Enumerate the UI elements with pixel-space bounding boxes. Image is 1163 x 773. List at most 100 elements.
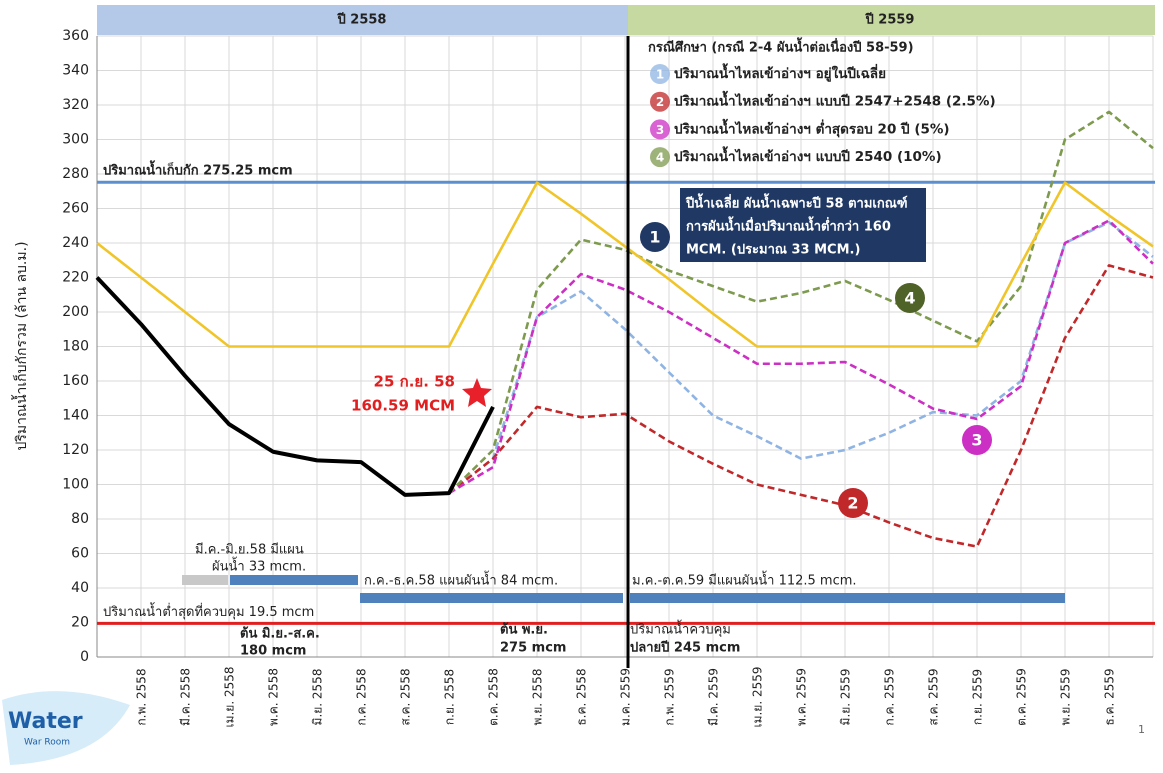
annotation: ม.ค.-ต.ค.59 มีแผนผันน้ำ 112.5 mcm. [632, 571, 857, 589]
y-axis-label: ปริมาณน้ำเก็บกักรวม (ล้าน ลบ.ม.) [11, 241, 30, 450]
grid: 0 20 40 60 80 100 120 140 160 180 200 220 240 260 280 3… [62, 28, 1154, 728]
note-text: MCM. (ประมาณ 33 MCM.) [686, 243, 860, 258]
y-tick-label: 340 [62, 63, 89, 79]
legend-marker-label: 2 [656, 95, 664, 109]
series-line [448, 219, 1154, 495]
y-tick-label: 60 [71, 546, 89, 562]
star [462, 378, 492, 407]
logo-shape [2, 691, 130, 765]
plan-bar [630, 593, 1065, 603]
case-marker-label: 2 [847, 494, 858, 513]
y-tick-label: 100 [62, 477, 89, 493]
x-tick-label: พ.ย. 2559 [1059, 669, 1073, 726]
x-tick-label: ก.ย. 2559 [971, 669, 985, 725]
legend-marker [650, 91, 670, 112]
reference-label: ปริมาณน้ำต่ำสุดที่ควบคุม 19.5 mcm [103, 602, 314, 620]
year-band [97, 5, 628, 35]
y-tick-label: 260 [62, 201, 89, 217]
band-label: ปี 2559 [864, 12, 914, 28]
case-marker [962, 425, 992, 455]
page-number: 1 [1138, 723, 1145, 736]
y-tick-label: 80 [71, 511, 89, 527]
case-marker [895, 283, 925, 313]
legend-label: ปริมาณน้ำไหลเข้าอ่างฯ ต่ำสุดรอบ 20 ปี (5… [674, 118, 950, 137]
y-tick-label: 140 [62, 408, 89, 424]
x-tick-label: ก.พ. 2559 [663, 668, 677, 725]
series-line [448, 264, 1154, 548]
y-tick-label: 300 [62, 132, 89, 148]
legend-label: ปริมาณน้ำไหลเข้าอ่างฯ อยู่ในปีเฉลี่ย [674, 63, 886, 82]
legend-marker-label: 4 [656, 151, 664, 165]
star-label: 25 ก.ย. 58 [374, 373, 455, 391]
legend-label: ปริมาณน้ำไหลเข้าอ่างฯ แบบปี 2540 (10%) [674, 146, 942, 165]
x-tick-label: พ.ย. 2558 [531, 669, 545, 726]
y-tick-label: 0 [80, 649, 89, 665]
x-tick-label: พ.ค. 2559 [795, 668, 809, 726]
y-tick-label: 180 [62, 339, 89, 355]
x-tick-label: ก.ย. 2558 [443, 669, 457, 725]
annotation: ก.ค.-ธ.ค.58 แผนผันน้ำ 84 mcm. [364, 571, 558, 589]
x-tick-label: ส.ค. 2558 [399, 668, 413, 725]
note-box [680, 188, 926, 262]
x-tick-label: มี.ค. 2559 [707, 668, 721, 726]
lines: ปริมาณน้ำเก็บกัก 275.25 mcm ปริมาณน้ำต่ำส… [95, 110, 1155, 625]
legend-title: กรณีศึกษา (กรณี 2-4 ผันน้ำต่อเนื่องปี 58… [648, 37, 914, 56]
annotation: ต้น มิ.ย.-ส.ค. [240, 626, 320, 642]
logo-text: War Room [24, 738, 70, 748]
x-tick-label: ต.ค. 2558 [487, 668, 501, 726]
reference-label: ปริมาณน้ำเก็บกัก 275.25 mcm [103, 160, 293, 179]
y-tick-label: 320 [62, 97, 89, 113]
legend-marker [650, 64, 670, 84]
y-tick-label: 120 [62, 442, 89, 458]
y-tick-label: 20 [71, 615, 89, 631]
note-text: การผันน้ำเมื่อปริมาณน้ำต่ำกว่า 160 [686, 216, 891, 235]
logo-text: Water [8, 709, 83, 734]
note-marker [640, 222, 670, 252]
y-tick-label: 280 [62, 166, 89, 182]
y-tick-label: 200 [62, 304, 89, 320]
note-text: ปีน้ำเฉลี่ย ผันน้ำเฉพาะปี 58 ตามเกณฑ์ [685, 193, 908, 212]
legend-label: ปริมาณน้ำไหลเข้าอ่างฯ แบบปี 2547+2548 (2… [674, 91, 996, 110]
plan-bar [182, 575, 228, 585]
x-tick-label: ก.ค. 2559 [883, 668, 897, 725]
plan-bar [230, 575, 358, 585]
annotation: ปริมาณน้ำควบคุม [630, 620, 731, 638]
plan-bar [360, 593, 623, 603]
legend-marker-label: 3 [656, 123, 664, 137]
band-label: ปี 2558 [336, 12, 386, 28]
x-tick-label: มิ.ย. 2559 [839, 669, 853, 726]
annotation: 180 mcm [240, 644, 306, 659]
series-line [448, 221, 1154, 495]
x-tick-label: เม.ย. 2559 [751, 666, 765, 727]
series-line [96, 181, 1154, 348]
series-line [95, 276, 495, 497]
x-tick-label: ส.ค. 2559 [927, 668, 941, 725]
star-label: 160.59 MCM [351, 397, 455, 415]
legend-marker [650, 119, 670, 140]
x-tick-label: ก.ค. 2558 [355, 668, 369, 725]
y-tick-label: 240 [62, 235, 89, 251]
y-tick-label: 40 [71, 580, 89, 596]
x-tick-label: มิ.ย. 2558 [311, 669, 325, 726]
y-tick-label: 160 [62, 373, 89, 389]
y-tick-label: 360 [62, 28, 89, 44]
legend-marker [650, 147, 670, 168]
annotation: มี.ค.-มิ.ย.58 มีแผน [195, 542, 304, 558]
y-tick-label: 220 [62, 270, 89, 286]
x-tick-label: เม.ย. 2558 [223, 666, 237, 727]
annotation: ผันน้ำ 33 mcm. [212, 557, 306, 575]
case-marker-label: 4 [904, 289, 915, 308]
annotation: ต้น พ.ย. [500, 622, 548, 638]
x-tick-label: ต.ค. 2559 [1015, 668, 1029, 726]
x-tick-label: ธ.ค. 2558 [575, 668, 589, 725]
note-marker-label: 1 [649, 228, 660, 247]
case-marker [838, 488, 868, 518]
annotation: 275 mcm [500, 641, 566, 656]
x-tick-label: ม.ค. 2559 [619, 668, 633, 726]
legend: 1 ปริมาณน้ำไหลเข้าอ่างฯ อยู่ในปีเฉลี่ย 2 ปร… [650, 63, 996, 168]
x-tick-label: พ.ค. 2558 [267, 668, 281, 726]
x-tick-label: มี.ค. 2558 [179, 668, 193, 726]
case-marker-label: 3 [971, 431, 982, 450]
x-tick-label: ก.พ. 2558 [135, 668, 149, 725]
